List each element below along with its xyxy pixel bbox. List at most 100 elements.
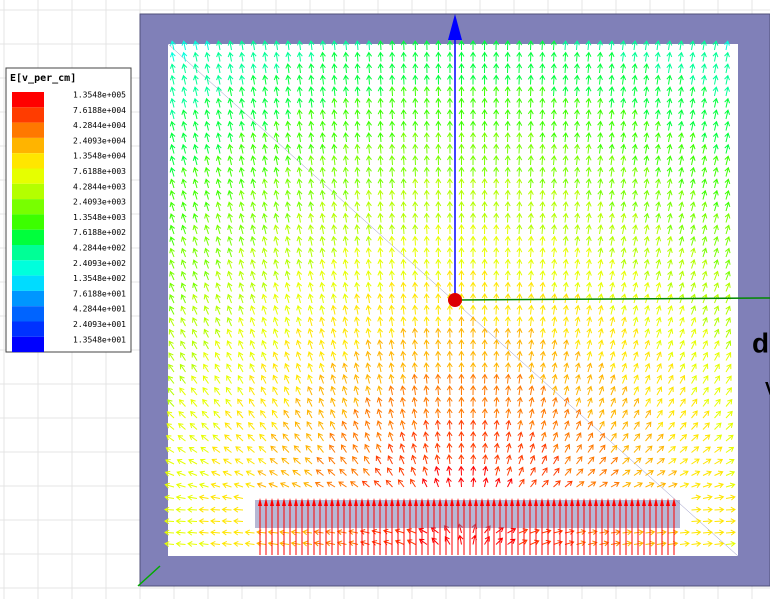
arrow xyxy=(198,506,209,513)
arrow xyxy=(203,293,210,304)
arrow xyxy=(192,178,199,189)
arrow xyxy=(655,201,661,212)
arrow xyxy=(331,63,338,74)
arrow xyxy=(223,458,232,465)
arrow xyxy=(296,201,303,212)
arrow xyxy=(249,374,255,384)
arrow xyxy=(689,86,696,97)
arrow xyxy=(187,529,198,536)
arrow xyxy=(423,143,430,154)
arrow xyxy=(296,63,303,74)
arrow xyxy=(516,120,523,131)
arrow xyxy=(540,373,546,384)
arrow xyxy=(400,270,407,281)
arrow xyxy=(411,373,418,384)
arrow xyxy=(272,386,278,396)
arrow xyxy=(192,236,199,246)
arrow xyxy=(192,86,199,97)
arrow xyxy=(214,363,221,373)
arrow xyxy=(354,40,361,51)
arrow xyxy=(250,155,257,166)
arrow xyxy=(562,97,569,108)
arrow xyxy=(412,120,419,131)
arrow xyxy=(279,529,290,536)
legend-label: 4.2844e+001 xyxy=(73,305,126,314)
arrow xyxy=(331,281,337,292)
arrow xyxy=(384,498,388,506)
arrow xyxy=(481,385,488,396)
arrow xyxy=(353,420,359,430)
arrow xyxy=(245,482,255,488)
arrow xyxy=(388,419,394,430)
arrow xyxy=(539,258,546,269)
arrow xyxy=(388,327,395,338)
arrow xyxy=(446,224,453,235)
arrow xyxy=(481,350,488,361)
arrow xyxy=(423,109,430,120)
arrow xyxy=(198,518,209,525)
arrow xyxy=(656,409,663,419)
arrow xyxy=(608,201,615,212)
arrow xyxy=(165,459,175,465)
arrow xyxy=(585,247,592,258)
arrow xyxy=(505,396,512,407)
arrow xyxy=(516,304,523,315)
arrow xyxy=(470,431,477,442)
arrow xyxy=(307,374,313,384)
arrow xyxy=(516,385,523,396)
arrow xyxy=(342,362,348,373)
arrow xyxy=(574,212,581,223)
arrow xyxy=(666,63,673,74)
arrow xyxy=(564,455,571,465)
arrow xyxy=(701,235,708,246)
arrow xyxy=(504,63,511,74)
arrow xyxy=(343,40,349,51)
arrow xyxy=(400,304,407,315)
arrow xyxy=(193,40,199,51)
arrow xyxy=(458,258,465,269)
arrow xyxy=(204,178,210,189)
arrow xyxy=(504,166,511,177)
arrow xyxy=(598,374,605,384)
arrow xyxy=(701,189,708,200)
arrow xyxy=(724,86,730,97)
arrow xyxy=(587,481,597,488)
arrow xyxy=(180,340,186,350)
arrow xyxy=(458,143,465,154)
arrow xyxy=(354,166,361,177)
arrow xyxy=(215,224,222,235)
arrow xyxy=(227,235,233,246)
arrow xyxy=(643,132,650,143)
arrow xyxy=(656,362,662,373)
arrow xyxy=(389,74,396,85)
arrow xyxy=(213,398,221,407)
arrow xyxy=(411,385,418,396)
arrow xyxy=(633,409,640,419)
arrow xyxy=(200,434,209,442)
arrow xyxy=(564,467,572,476)
arrow xyxy=(319,97,326,108)
arrow xyxy=(227,166,234,177)
arrow xyxy=(714,470,724,476)
arrow xyxy=(528,224,534,235)
arrow xyxy=(423,408,430,419)
arrow xyxy=(494,454,500,465)
arrow xyxy=(189,422,198,430)
arrow xyxy=(216,63,222,74)
arrow xyxy=(678,74,684,85)
arrow xyxy=(504,74,511,85)
arrow xyxy=(563,327,569,338)
arrow xyxy=(349,481,359,488)
arrow xyxy=(412,327,418,338)
arrow xyxy=(257,470,267,476)
arrow xyxy=(597,97,604,108)
arrow xyxy=(193,51,199,62)
arrow xyxy=(632,304,639,315)
arrow xyxy=(585,109,592,120)
arrow xyxy=(679,374,686,384)
arrow xyxy=(493,212,500,223)
arrow xyxy=(633,482,643,488)
arrow xyxy=(622,457,630,465)
arrow xyxy=(331,201,338,212)
arrow xyxy=(307,362,313,373)
